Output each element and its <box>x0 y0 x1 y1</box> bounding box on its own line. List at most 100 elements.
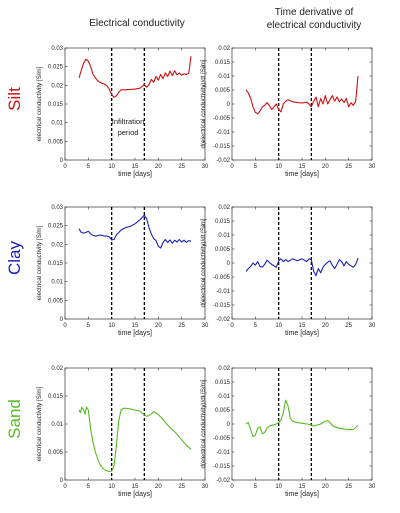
x-tick-label: 10 <box>275 484 282 490</box>
y-tick-label: -0.015 <box>213 144 231 150</box>
infiltration-annotation: Infiltration period <box>112 117 145 137</box>
y-tick-label: 0 <box>60 478 64 484</box>
y-axis-label: electrical conductivity [S/m] <box>36 66 43 141</box>
series-line <box>78 56 192 98</box>
x-tick-label: 20 <box>322 484 329 490</box>
y-tick-label: 0.025 <box>48 65 64 71</box>
x-tick-label: 20 <box>155 323 162 329</box>
x-tick-label: 15 <box>299 484 306 490</box>
y-tick-label: 0.02 <box>51 83 63 89</box>
y-tick-label: 0.02 <box>51 366 63 372</box>
y-tick-label: -0.015 <box>213 303 231 309</box>
y-tick-label: 0.02 <box>218 205 230 211</box>
column-title: electrical conductivity <box>267 20 361 31</box>
y-tick-label: 0 <box>227 102 231 108</box>
x-axis-label: time [days] <box>285 171 319 178</box>
x-tick-label: 20 <box>322 164 329 170</box>
x-tick-label: 30 <box>369 164 376 170</box>
plot-frame <box>64 206 206 320</box>
y-axis-label: electrical conductivity [S/m] <box>36 386 43 461</box>
y-tick-label: 0.005 <box>215 408 231 414</box>
plot-frame <box>231 206 373 320</box>
chart-panels: 0 5 10 15 20 25 3000.0050.010.0150.020.0250.03… <box>36 46 376 498</box>
x-tick-label: 25 <box>345 323 352 329</box>
x-tick-label: 30 <box>202 323 209 329</box>
y-axis-label: electrical conductivity [S/m] <box>36 225 43 300</box>
series-line <box>245 257 359 277</box>
series-line <box>245 75 359 115</box>
y-tick-label: 0.005 <box>215 88 231 94</box>
x-tick-label: 10 <box>108 164 115 170</box>
row-label: Silt <box>5 87 24 111</box>
y-tick-label: -0.005 <box>213 275 231 281</box>
plot-frame <box>231 47 373 161</box>
column-titles: Electrical conductivity Time derivative o… <box>89 7 361 31</box>
y-tick-label: 0 <box>60 158 64 164</box>
x-tick-label: 30 <box>369 323 376 329</box>
y-tick-label: -0.01 <box>216 289 230 295</box>
x-tick-label: 5 <box>87 484 91 490</box>
y-tick-label: -0.005 <box>213 436 231 442</box>
y-axis-label: d(electrical conductivity)/dt [S/m] <box>200 379 207 468</box>
column-title: Time derivative of <box>275 7 354 18</box>
y-tick-label: 0.02 <box>218 366 230 372</box>
x-tick-label: 5 <box>254 323 258 329</box>
x-tick-label: 25 <box>345 484 352 490</box>
y-tick-label: 0.015 <box>215 219 231 225</box>
x-tick-label: 10 <box>275 164 282 170</box>
x-tick-label: 25 <box>178 484 185 490</box>
y-tick-label: 0.005 <box>48 139 64 145</box>
y-axis-label: d(electrical conductivity)/dt [S/m] <box>200 59 207 148</box>
x-tick-label: 30 <box>369 484 376 490</box>
y-tick-label: -0.01 <box>216 450 230 456</box>
y-tick-label: 0.005 <box>48 450 64 456</box>
x-tick-label: 10 <box>108 323 115 329</box>
series-line <box>78 214 192 249</box>
y-tick-label: 0.01 <box>218 233 230 239</box>
x-tick-label: 15 <box>299 164 306 170</box>
y-tick-label: -0.02 <box>216 158 230 164</box>
x-tick-label: 20 <box>322 323 329 329</box>
plot-frame <box>64 47 206 161</box>
x-tick-label: 15 <box>132 164 139 170</box>
x-tick-label: 5 <box>87 323 91 329</box>
x-tick-label: 20 <box>155 484 162 490</box>
series-line <box>78 406 192 473</box>
y-tick-label: 0.015 <box>48 394 64 400</box>
y-tick-label: 0.03 <box>51 205 63 211</box>
y-tick-label: 0.01 <box>51 422 63 428</box>
y-tick-label: 0 <box>227 261 231 267</box>
column-title: Electrical conductivity <box>89 18 185 29</box>
y-tick-label: 0.015 <box>215 60 231 66</box>
y-axis-label: d(electrical conductivity)/dt [S/m] <box>200 218 207 307</box>
annotation-text: period <box>118 128 139 137</box>
y-tick-label: 0.01 <box>218 394 230 400</box>
x-axis-label: time [days] <box>285 491 319 498</box>
row-label: Clay <box>5 240 24 275</box>
x-tick-label: 0 <box>63 484 67 490</box>
y-tick-label: 0.01 <box>218 74 230 80</box>
y-tick-label: 0.005 <box>215 247 231 253</box>
x-axis-label: time [days] <box>118 171 152 178</box>
y-tick-label: 0.015 <box>48 261 64 267</box>
y-tick-label: 0.01 <box>51 280 63 286</box>
plot-frame <box>231 367 373 481</box>
x-tick-label: 15 <box>132 323 139 329</box>
x-tick-label: 10 <box>275 323 282 329</box>
x-tick-label: 5 <box>87 164 91 170</box>
x-tick-label: 0 <box>230 484 234 490</box>
chart-panel: 0 5 10 15 20 25 30 -0.02 -0.015 -0.01 -0.005 0 0.005… <box>200 366 376 498</box>
chart-panel: 0 5 10 15 20 25 30 0 0.005 0.01 0.015 0.02 0.025 0.03… <box>36 205 209 337</box>
x-tick-label: 25 <box>178 323 185 329</box>
y-tick-label: -0.01 <box>216 130 230 136</box>
x-tick-label: 0 <box>230 323 234 329</box>
chart-panel: 0 5 10 15 20 25 30 -0.02 -0.015 -0.01 -0.005 0 0.005… <box>200 205 376 337</box>
x-tick-label: 5 <box>254 164 258 170</box>
chart-panel: 0 5 10 15 20 25 30 0 0.005 0.01 0.015 0.02 time [day… <box>36 366 209 498</box>
plot-frame <box>64 367 206 481</box>
x-tick-label: 25 <box>178 164 185 170</box>
y-tick-label: -0.02 <box>216 478 230 484</box>
x-tick-label: 0 <box>63 323 67 329</box>
y-tick-label: 0.01 <box>51 121 63 127</box>
